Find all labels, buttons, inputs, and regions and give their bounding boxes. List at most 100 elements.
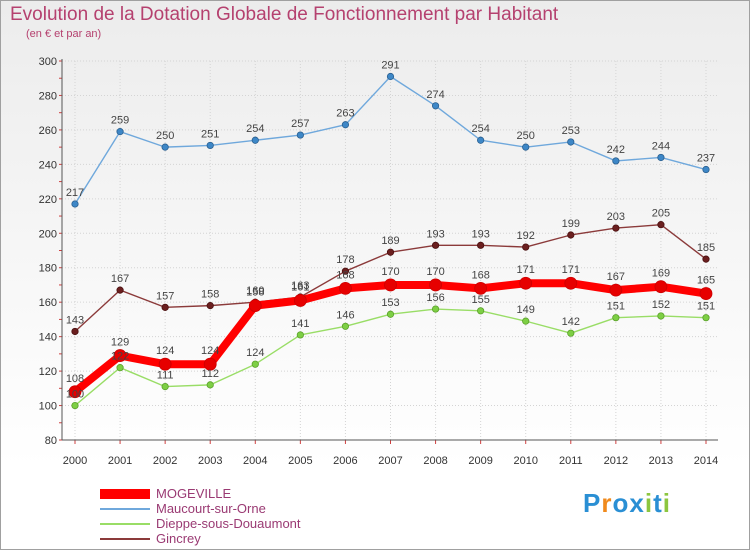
data-label: 142 (562, 316, 580, 328)
y-tick-label: 240 (39, 159, 57, 171)
y-tick-label: 280 (39, 90, 57, 102)
data-point (161, 382, 169, 391)
logo-letter: x (629, 488, 645, 518)
x-tick-label: 2010 (513, 455, 537, 467)
logo-letter: P (583, 488, 602, 518)
data-point (474, 281, 488, 295)
data-point (113, 349, 127, 362)
data-label: 205 (652, 208, 670, 220)
series-lines (68, 72, 713, 410)
data-label: 143 (66, 314, 84, 326)
proxiti-logo: Proxiti (583, 488, 671, 519)
legend-label: MOGEVILLE (156, 486, 232, 501)
data-point (522, 243, 530, 251)
data-label: 156 (426, 292, 444, 304)
data-label: 274 (426, 89, 444, 101)
y-tick-label: 100 (39, 401, 57, 413)
y-tick-label: 200 (39, 228, 57, 240)
data-label: 167 (607, 271, 625, 283)
data-point (251, 360, 259, 368)
chart-subtitle: (en € et par an) (26, 28, 102, 40)
x-tick-label: 2000 (63, 455, 87, 467)
data-label: 263 (336, 108, 354, 120)
data-point (68, 385, 82, 399)
data-point (567, 231, 575, 239)
data-label: 251 (201, 128, 219, 140)
data-point (386, 72, 395, 81)
logo-letter: t (653, 488, 663, 518)
x-tick-label: 2011 (559, 455, 583, 467)
y-tick-label: 220 (39, 194, 57, 206)
data-label: 141 (291, 318, 309, 330)
data-point (477, 241, 485, 249)
data-label: 111 (157, 370, 174, 382)
x-tick-label: 2002 (153, 455, 177, 467)
data-label: 217 (66, 187, 84, 199)
data-label: 167 (111, 273, 129, 285)
data-label: 170 (426, 266, 444, 278)
data-point (206, 302, 214, 310)
legend-label: Dieppe-sous-Douaumont (156, 516, 301, 531)
data-label: 250 (156, 130, 174, 142)
y-tick-label: 300 (39, 56, 57, 68)
y-tick-label: 160 (39, 297, 57, 309)
y-tick-label: 260 (39, 125, 57, 137)
data-label: 108 (66, 373, 84, 385)
data-point (657, 312, 665, 320)
data-label: 185 (697, 242, 715, 254)
legend-item: MOGEVILLE (100, 486, 301, 501)
data-point (612, 157, 620, 165)
data-point (702, 314, 710, 322)
data-point (206, 381, 214, 389)
data-label: 193 (426, 228, 444, 240)
data-point (116, 364, 124, 372)
axes: 80 100 120 140 160 180 200 220 240 260 280 300 2000 2… (39, 56, 719, 467)
data-label: 203 (607, 211, 625, 223)
data-point (567, 138, 575, 146)
legend-swatch (100, 489, 150, 499)
data-point (71, 200, 79, 208)
data-label: 169 (652, 268, 670, 280)
data-label: 259 (111, 115, 129, 127)
data-point (431, 102, 440, 110)
data-label: 171 (562, 264, 580, 276)
data-point (477, 307, 485, 315)
data-point (386, 248, 395, 256)
y-tick-label: 140 (39, 332, 57, 344)
legend-item: Gincrey (100, 531, 301, 546)
logo-letter: i (644, 488, 654, 518)
data-label: 158 (201, 289, 219, 301)
y-tick-label: 80 (45, 435, 57, 447)
data-point (116, 128, 124, 136)
legend-swatch (100, 508, 150, 510)
x-tick-label: 2003 (198, 455, 222, 467)
data-point (161, 143, 169, 151)
x-tick-label: 2013 (649, 455, 673, 467)
data-point (609, 283, 623, 297)
data-label: 129 (111, 337, 129, 349)
legend: MOGEVILLE Maucourt-sur-Orne Dieppe-sous-… (100, 486, 301, 546)
data-point (71, 401, 79, 410)
data-label: 155 (471, 294, 489, 306)
data-label: 100 (66, 389, 84, 401)
x-tick-label: 2004 (243, 455, 267, 467)
data-label: 158 (246, 287, 264, 299)
data-label: 291 (381, 60, 399, 72)
legend-label: Maucourt-sur-Orne (156, 501, 266, 516)
x-tick-label: 2006 (333, 455, 357, 467)
data-label: 152 (652, 299, 670, 311)
data-point (293, 294, 307, 307)
data-label: 168 (471, 269, 489, 281)
data-label: 253 (562, 125, 580, 137)
data-point (431, 241, 440, 249)
x-tick-label: 2012 (604, 455, 628, 467)
data-point (654, 280, 668, 294)
data-point (161, 303, 169, 311)
legend-item: Dieppe-sous-Douaumont (100, 516, 301, 531)
data-label: 189 (381, 235, 399, 247)
data-label: 244 (652, 140, 670, 152)
data-point (567, 329, 575, 337)
data-point (251, 136, 259, 144)
data-point (612, 224, 620, 232)
